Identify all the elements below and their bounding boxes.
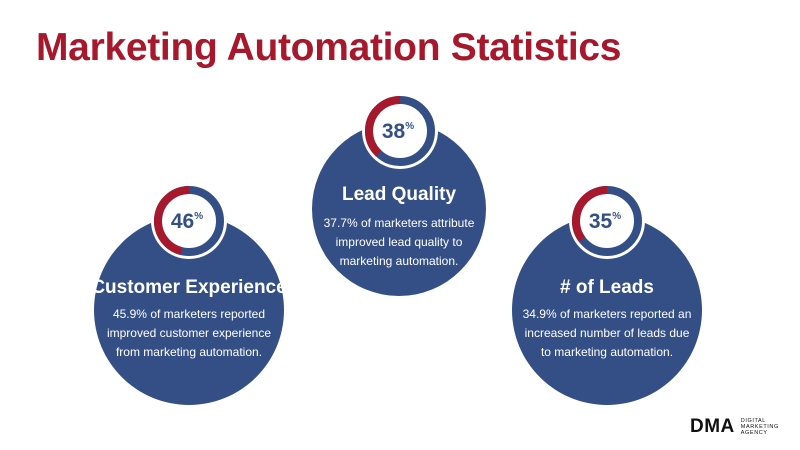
stat-circle: # of Leads 34.9% of marketers reported a…	[512, 215, 702, 405]
stat-description: 45.9% of marketers reported improved cus…	[106, 307, 272, 359]
percent-donut: 35%	[569, 183, 645, 259]
logo-line: AGENCY	[740, 430, 768, 436]
stat-description: 34.9% of marketers reported an increased…	[522, 307, 692, 359]
stat-unit: %	[612, 211, 621, 222]
percent-donut: 46%	[151, 183, 227, 259]
donut-fill	[572, 186, 642, 256]
stat-heading: Lead Quality	[341, 184, 457, 205]
donut-fill	[154, 186, 224, 256]
stat-value: 46	[171, 210, 194, 233]
logo-mark: DMA	[690, 416, 735, 437]
percent-donut: 38%	[362, 93, 438, 169]
logo-wordmark: DIGITAL MARKETING AGENCY	[741, 418, 779, 436]
stat-heading: # of Leads	[560, 277, 654, 298]
svg-text:35%: 35%	[589, 210, 621, 233]
svg-text:38%: 38%	[382, 120, 414, 143]
stat-description: 37.7% of marketers attribute improved le…	[323, 216, 475, 268]
stat-unit: %	[194, 211, 203, 222]
logo-line: MARKETING	[740, 424, 779, 430]
stat-value: 35	[589, 210, 613, 233]
svg-text:46%: 46%	[171, 210, 203, 233]
logo-line: DIGITAL	[740, 418, 766, 424]
stat-unit: %	[405, 121, 414, 132]
page-title: Marketing Automation Statistics	[36, 26, 622, 69]
dma-logo: DMA DIGITAL MARKETING AGENCY	[690, 416, 779, 438]
stat-value: 38	[382, 120, 406, 143]
stat-heading: Customer Experience	[91, 277, 287, 298]
